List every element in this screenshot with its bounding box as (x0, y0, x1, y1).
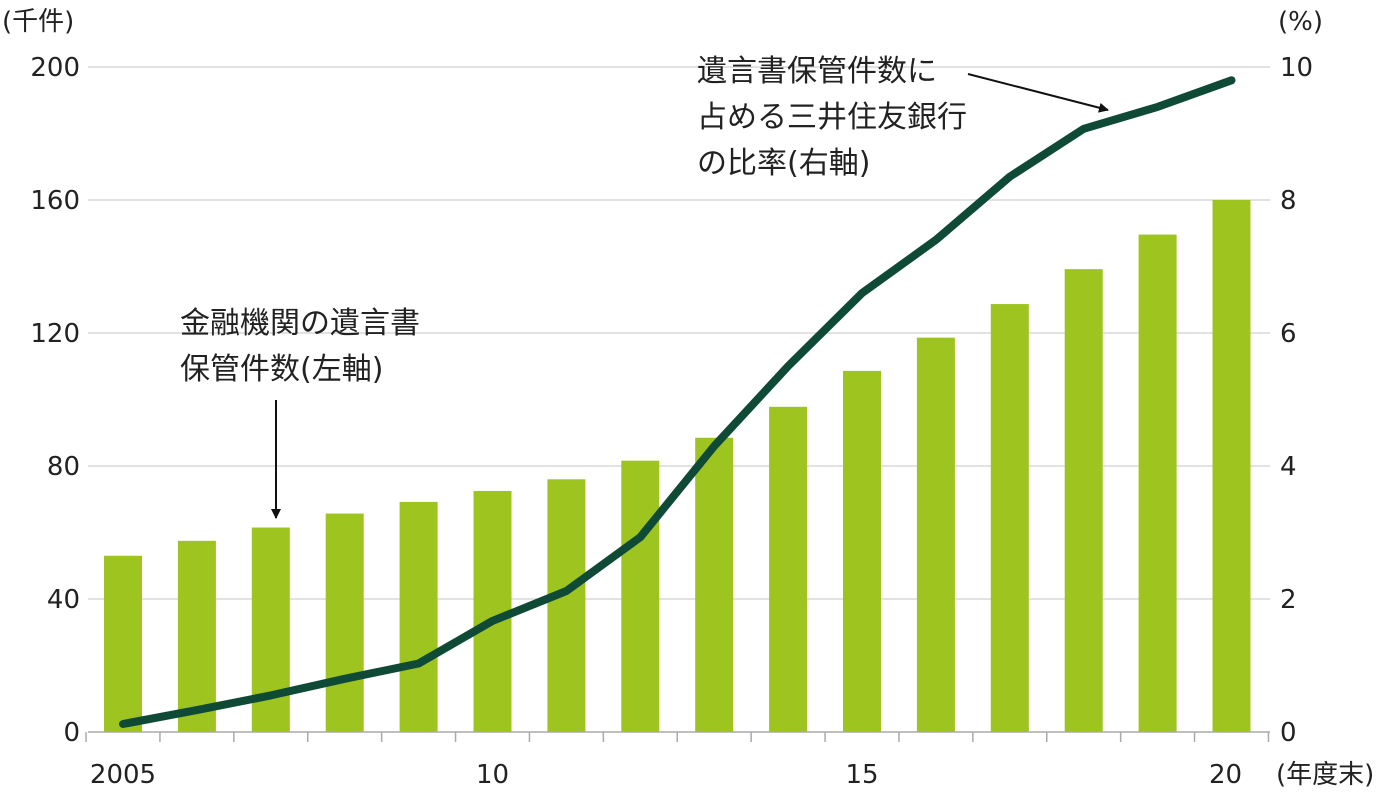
x-tick-label: 2005 (90, 760, 156, 790)
y-left-tick-label: 200 (30, 53, 80, 83)
annotation-ratio-line-3: の比率(右軸) (697, 146, 870, 181)
y-right-tick-label: 6 (1280, 319, 1297, 349)
right-axis-unit: (%) (1278, 7, 1323, 37)
ratio-line (119, 76, 1236, 728)
left-axis-unit: (千件) (2, 7, 74, 37)
left-axis-ticks: 0 40 80 120 160 200 (30, 53, 80, 748)
right-axis-ticks: 0 2 4 6 8 10 (1280, 53, 1313, 748)
x-tick-label: 10 (476, 760, 509, 790)
bars (104, 200, 1251, 732)
bar (325, 513, 364, 732)
bar (621, 460, 660, 732)
annotation-ratio: 遺言書保管件数に 占める三井住友銀行 の比率(右軸) (697, 54, 1109, 181)
annotation-ratio-line-2: 占める三井住友銀行 (697, 100, 967, 135)
x-tick-label: 15 (845, 760, 878, 790)
y-right-tick-label: 4 (1280, 452, 1297, 482)
y-left-tick-label: 40 (47, 585, 80, 615)
y-right-tick-label: 0 (1280, 718, 1297, 748)
y-right-tick-label: 8 (1280, 186, 1297, 216)
x-axis: 2005 10 15 20 (85, 731, 1270, 790)
y-left-tick-label: 80 (47, 452, 80, 482)
annotation-ratio-line-1: 遺言書保管件数に (697, 54, 937, 89)
y-left-tick-label: 120 (30, 319, 80, 349)
bar (990, 304, 1029, 732)
bar (916, 337, 955, 732)
annotation-count: 金融機関の遺言書 保管件数(左軸) (180, 306, 420, 519)
bar (695, 437, 734, 732)
annotation-count-line-1: 金融機関の遺言書 (180, 306, 420, 341)
x-tick-label: 20 (1209, 760, 1242, 790)
bar (843, 370, 881, 732)
annotation-count-line-2: 保管件数(左軸) (180, 352, 383, 387)
y-right-tick-label: 2 (1280, 585, 1297, 615)
bar (177, 540, 216, 732)
bar (1064, 269, 1103, 732)
bar (547, 479, 586, 732)
bar (769, 406, 808, 732)
bar (104, 555, 142, 732)
annotation-ratio-arrow (967, 73, 1109, 113)
y-left-tick-label: 0 (63, 718, 80, 748)
bar (1212, 200, 1251, 732)
ratio-line-path (119, 76, 1236, 728)
x-axis-unit: (年度末) (1276, 760, 1374, 790)
bar (1138, 234, 1177, 732)
y-left-tick-label: 160 (30, 186, 80, 216)
y-right-tick-label: 10 (1280, 53, 1313, 83)
bar (399, 501, 438, 732)
